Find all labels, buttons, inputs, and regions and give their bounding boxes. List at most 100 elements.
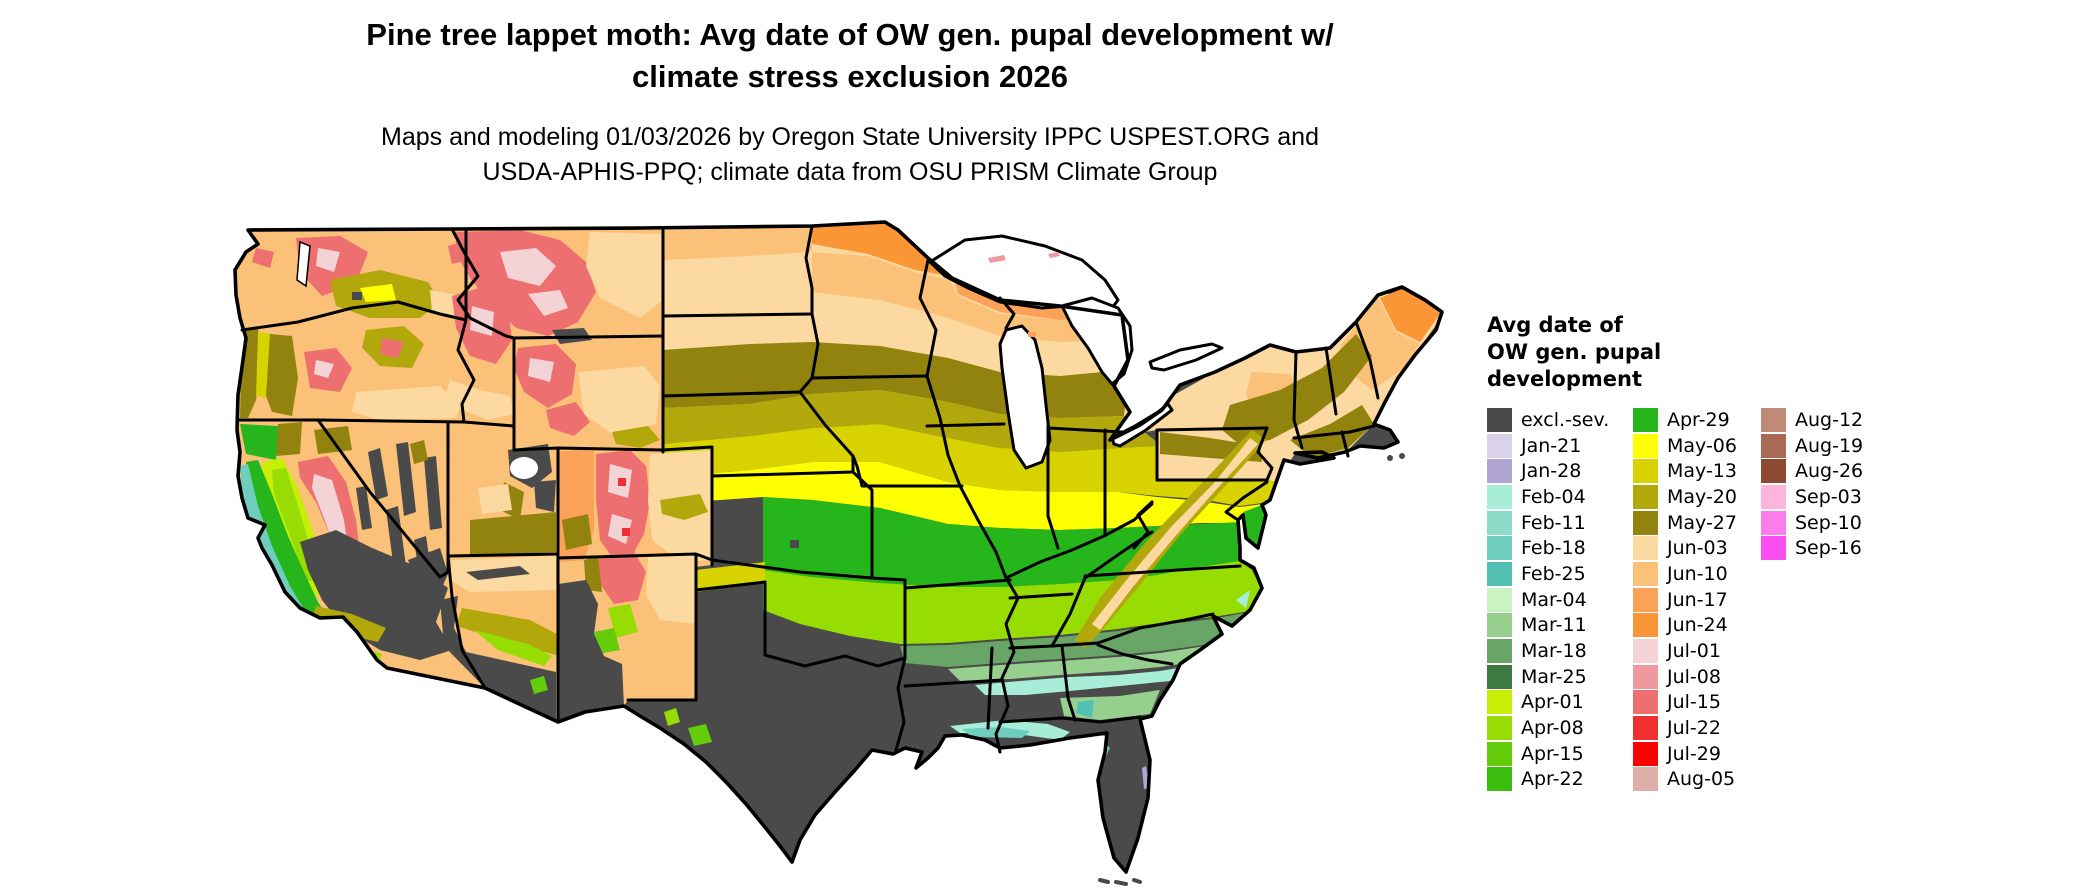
- north-newmexico-red: [598, 552, 646, 604]
- columbia-gray-dot: [352, 292, 362, 300]
- us-map-svg: [233, 220, 1444, 886]
- legend-row: Aug-05: [1633, 767, 1737, 793]
- legend-row: Jun-03: [1633, 535, 1737, 561]
- utah-tan-patch: [478, 484, 512, 514]
- uinta-gray: [534, 480, 556, 512]
- legend-swatch: [1761, 536, 1786, 561]
- state-borders: [236, 224, 1380, 754]
- legend-swatch: [1633, 613, 1658, 638]
- socal-mojave-gray: [300, 530, 452, 660]
- legend-label: May-20: [1667, 485, 1737, 508]
- legend-label: Feb-18: [1521, 537, 1586, 560]
- legend-title: Avg date of OW gen. pupal development: [1487, 312, 2097, 393]
- band-may13: [663, 424, 1277, 506]
- legend-label: Jun-10: [1667, 562, 1728, 585]
- north-newmexico-olive: [584, 556, 602, 592]
- legend-label: May-13: [1667, 460, 1737, 483]
- legend-swatch: [1633, 690, 1658, 715]
- central-oregon-pink: [314, 360, 334, 378]
- legend-row: Apr-15: [1487, 741, 1609, 767]
- legend-swatch: [1487, 484, 1512, 509]
- legend-row: Feb-11: [1487, 510, 1609, 536]
- appalachian-tan-streak: [1092, 438, 1258, 630]
- columbia-yellow: [360, 284, 396, 302]
- legend-row: Apr-29: [1633, 407, 1737, 433]
- map-fill-layers: [235, 222, 1442, 872]
- legend-row: Jun-17: [1633, 587, 1737, 613]
- band-mar11: [948, 632, 1234, 681]
- secolorado-gray-dot2: [744, 548, 753, 556]
- mogollon-olive: [456, 608, 568, 656]
- legend-row: Aug-19: [1761, 433, 1863, 459]
- patch-georgia-teal: [1076, 700, 1094, 718]
- legend-swatch: [1633, 459, 1658, 484]
- island-marthas-vineyard: [1387, 455, 1393, 461]
- legend-swatch: [1633, 510, 1658, 535]
- legend-label: Feb-11: [1521, 511, 1586, 534]
- legend-row: Feb-25: [1487, 561, 1609, 587]
- south-arizona-gray: [440, 596, 556, 720]
- map-title-line2: climate stress exclusion 2026: [632, 59, 1068, 94]
- nevada-range3: [424, 456, 442, 530]
- kansas-gray-dot: [790, 540, 799, 548]
- map-subtitle-line1: Maps and modeling 01/03/2026 by Oregon S…: [381, 123, 1319, 151]
- legend-swatch: [1633, 741, 1658, 766]
- legend-label: Mar-18: [1521, 640, 1587, 663]
- legend-label: Aug-05: [1667, 768, 1736, 791]
- legend-row: Jul-29: [1633, 741, 1737, 767]
- lake-michigan: [998, 324, 1052, 470]
- legend-columns: excl.-sev. Jan-21 Jan-28 Feb-04 Feb-11 Feb-18…: [1487, 407, 2097, 807]
- yellowstone-pink: [528, 358, 554, 382]
- legend-label: Apr-22: [1521, 768, 1584, 791]
- legend-swatch: [1633, 561, 1658, 586]
- south-utah-olive: [470, 512, 556, 556]
- map-subtitle: Maps and modeling 01/03/2026 by Oregon S…: [0, 120, 1700, 190]
- legend-label: Feb-25: [1521, 562, 1586, 585]
- legend-title-line1: Avg date of: [1487, 313, 1623, 337]
- legend-swatch: [1487, 433, 1512, 458]
- legend-label: Aug-12: [1795, 408, 1864, 431]
- band-may27-newyork: [1222, 334, 1372, 445]
- legend-row: Aug-12: [1761, 407, 1863, 433]
- legend-label: May-06: [1667, 434, 1737, 457]
- legend-row: Apr-01: [1487, 690, 1609, 716]
- legend-swatch: [1633, 433, 1658, 458]
- florida-keys-dashes: [1098, 878, 1142, 886]
- legend-row: Jul-08: [1633, 664, 1737, 690]
- nevada-range4: [386, 506, 406, 570]
- legend-row: Mar-04: [1487, 587, 1609, 613]
- patch-florida-keys: [1114, 870, 1132, 872]
- legend-label: Sep-16: [1795, 537, 1862, 560]
- legend-swatch: [1487, 716, 1512, 741]
- legend-label: Aug-19: [1795, 434, 1864, 457]
- legend-swatch: [1761, 459, 1786, 484]
- transverse-green: [328, 620, 348, 636]
- legend-label: Jul-29: [1667, 742, 1721, 765]
- oregon-cascades-olive: [266, 334, 298, 416]
- east-newmexico-tan: [646, 554, 696, 624]
- davis-mtn-green: [688, 724, 712, 746]
- legend-row: Mar-18: [1487, 638, 1609, 664]
- windriver-red: [546, 402, 590, 436]
- legend-label: Mar-25: [1521, 665, 1587, 688]
- legend-row: Apr-08: [1487, 715, 1609, 741]
- puget-sound: [296, 240, 311, 288]
- band-apr29: [763, 497, 1243, 587]
- legend-swatch: [1487, 690, 1512, 715]
- michigan-island-speck: [1028, 332, 1036, 337]
- legend-swatch: [1487, 407, 1512, 432]
- legend-label: May-27: [1667, 511, 1737, 534]
- legend-row: May-27: [1633, 510, 1737, 536]
- legend-label: Jan-28: [1521, 460, 1582, 483]
- legend-label: Aug-26: [1795, 460, 1864, 483]
- legend-label: Mar-04: [1521, 588, 1587, 611]
- legend-swatch: [1487, 664, 1512, 689]
- legend-swatch: [1487, 613, 1512, 638]
- legend-row: Sep-03: [1761, 484, 1863, 510]
- band-may27-newengland: [1290, 405, 1374, 458]
- legend-swatch: [1487, 510, 1512, 535]
- wyoming-se-olive: [612, 426, 660, 448]
- nevada-range2: [396, 442, 416, 516]
- us-risk-map: [230, 212, 1455, 892]
- legend-column-0: excl.-sev. Jan-21 Jan-28 Feb-04 Feb-11 Feb-18…: [1487, 407, 1609, 792]
